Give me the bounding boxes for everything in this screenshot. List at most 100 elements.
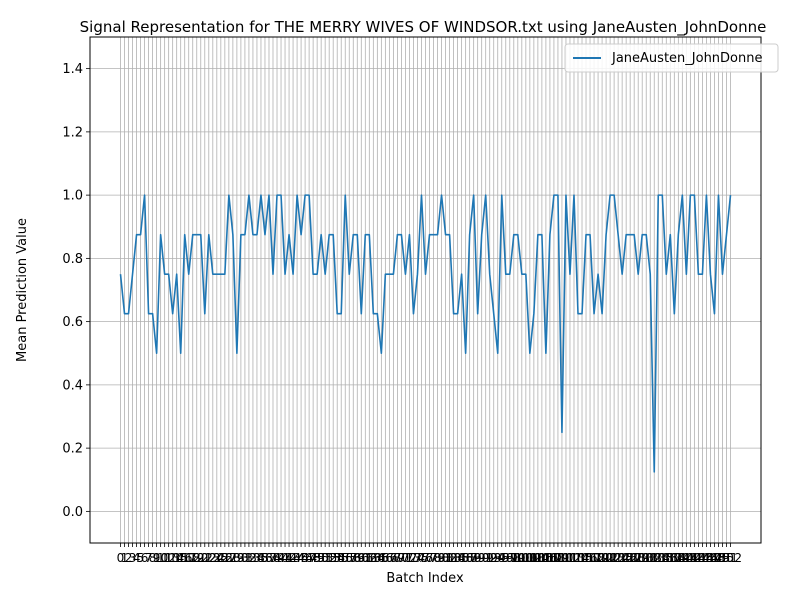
y-tick-label: 1.2: [62, 125, 83, 140]
x-tick-label: 113: [563, 551, 586, 565]
legend: JaneAusten_JohnDonne: [564, 43, 779, 73]
x-tick-label: 109: [546, 551, 569, 565]
x-tick-label: 126: [615, 551, 638, 565]
x-tick-label: 49: [310, 551, 325, 565]
x-tick-label: 142: [679, 551, 702, 565]
x-tick-label: 78: [426, 551, 441, 565]
x-tick-label: 83: [446, 551, 461, 565]
x-tick-label: 129: [627, 551, 650, 565]
x-tick-label: 107: [538, 551, 561, 565]
x-tick-label: 31: [237, 551, 252, 565]
x-tick-label: 104: [526, 551, 549, 565]
y-tick-label: 0.4: [62, 378, 83, 393]
x-tick-label: 80: [434, 551, 449, 565]
x-tick-label: 66: [378, 551, 393, 565]
x-tick-label: 119: [587, 551, 610, 565]
x-tick-label: 67: [382, 551, 397, 565]
x-tick-label: 21: [197, 551, 212, 565]
x-tick-label: 111: [555, 551, 578, 565]
x-tick-label: 63: [366, 551, 381, 565]
x-tick-label: 25: [213, 551, 228, 565]
x-tick-label: 100: [510, 551, 533, 565]
x-tick-label: 70: [394, 551, 409, 565]
x-tick-label: 14: [169, 551, 184, 565]
y-tick-label: 0.0: [62, 505, 83, 520]
x-tick-label: 131: [635, 551, 658, 565]
x-tick-label: 24: [209, 551, 224, 565]
x-tick-label: 148: [703, 551, 726, 565]
x-tick-label: 57: [342, 551, 357, 565]
x-tick-label: 3: [129, 551, 137, 565]
x-tick-label: 56: [338, 551, 353, 565]
x-tick-label: 114: [567, 551, 590, 565]
x-tick-label: 12: [161, 551, 176, 565]
x-gridlines: [120, 37, 731, 543]
x-tick-label: 118: [583, 551, 606, 565]
x-tick-label: 11: [157, 551, 172, 565]
x-tick-label: 112: [559, 551, 582, 565]
x-tick-label: 32: [241, 551, 256, 565]
x-tick-label: 124: [607, 551, 630, 565]
x-tick-label: 64: [370, 551, 385, 565]
x-tick-label: 110: [550, 551, 573, 565]
x-tick-label: 34: [249, 551, 264, 565]
x-tick-label: 6: [141, 551, 149, 565]
x-tick-label: 0: [117, 551, 125, 565]
x-tick-label: 39: [269, 551, 284, 565]
x-tick-label: 43: [285, 551, 300, 565]
x-tick-label: 97: [502, 551, 517, 565]
x-tick-label: 101: [514, 551, 537, 565]
x-tick-label: 133: [643, 551, 666, 565]
y-tick-label: 0.8: [62, 252, 83, 267]
x-tick-label: 5: [137, 551, 145, 565]
x-tick-label: 117: [579, 551, 602, 565]
x-tick-label: 84: [450, 551, 465, 565]
x-tick-label: 27: [221, 551, 236, 565]
x-tick-label: 92: [482, 551, 497, 565]
x-tick-label: 106: [534, 551, 557, 565]
x-tick-label: 40: [273, 551, 288, 565]
x-tick-label: 102: [518, 551, 541, 565]
x-tick-label: 9: [153, 551, 161, 565]
chart-title: Signal Representation for THE MERRY WIVE…: [80, 18, 767, 37]
x-tick-label: 96: [498, 551, 513, 565]
x-tick-label: 93: [486, 551, 501, 565]
x-tick-label: 125: [611, 551, 634, 565]
x-tick-label: 52: [322, 551, 337, 565]
x-tick-label: 44: [289, 551, 304, 565]
x-axis-ticks: 0123456789101112131415161718192021222324…: [117, 543, 742, 565]
x-tick-label: 26: [217, 551, 232, 565]
x-tick-label: 87: [462, 551, 477, 565]
x-tick-label: 122: [599, 551, 622, 565]
x-tick-label: 151: [715, 551, 738, 565]
x-tick-label: 130: [631, 551, 654, 565]
series-layer: [119, 194, 732, 473]
x-tick-label: 72: [402, 551, 417, 565]
x-tick-label: 108: [542, 551, 565, 565]
x-tick-label: 145: [691, 551, 714, 565]
x-tick-label: 89: [470, 551, 485, 565]
x-tick-label: 121: [595, 551, 618, 565]
x-tick-label: 47: [301, 551, 316, 565]
x-tick-label: 99: [510, 551, 525, 565]
x-tick-label: 17: [181, 551, 196, 565]
x-tick-label: 37: [261, 551, 276, 565]
x-tick-label: 1: [121, 551, 129, 565]
x-tick-label: 91: [478, 551, 493, 565]
x-tick-label: 23: [205, 551, 220, 565]
x-tick-label: 82: [442, 551, 457, 565]
x-tick-label: 152: [719, 551, 742, 565]
x-tick-label: 147: [699, 551, 722, 565]
x-tick-label: 54: [330, 551, 345, 565]
x-tick-label: 77: [422, 551, 437, 565]
x-tick-label: 137: [659, 551, 682, 565]
x-tick-label: 22: [201, 551, 216, 565]
x-tick-label: 120: [591, 551, 614, 565]
x-tick-label: 45: [293, 551, 308, 565]
x-tick-label: 18: [185, 551, 200, 565]
x-tick-label: 143: [683, 551, 706, 565]
series-line: [119, 194, 732, 473]
x-tick-label: 58: [346, 551, 361, 565]
x-tick-label: 136: [655, 551, 678, 565]
x-tick-label: 36: [257, 551, 272, 565]
